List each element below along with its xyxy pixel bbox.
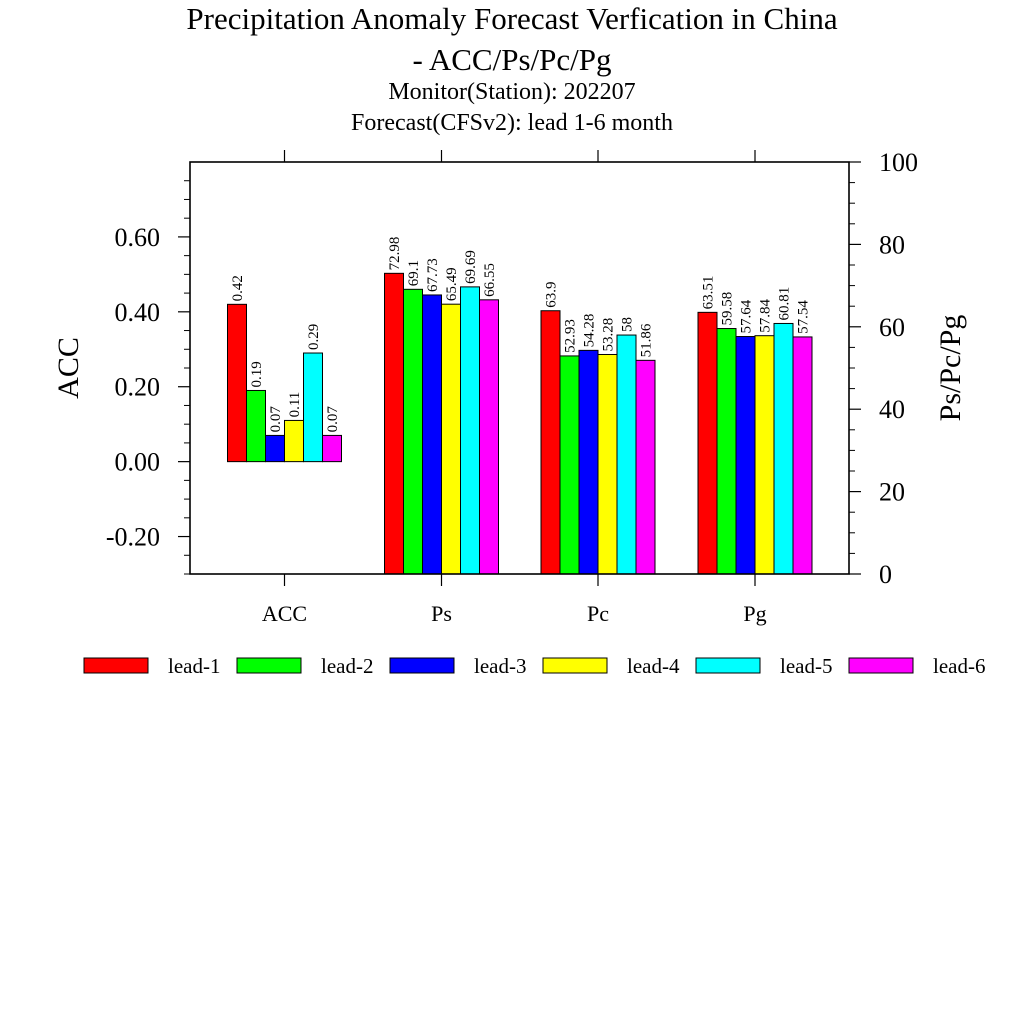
bar-acc-lead-1 (227, 303, 247, 463)
axes-group: -0.20 0.00 0.20 0.40 0.60 0 20 40 60 80 100 ACC Ps Pc… (106, 148, 918, 626)
chart-title-line-2: - ACC/Ps/Pc/Pg (413, 42, 612, 77)
legend-label-lead-3: lead-3 (474, 654, 526, 678)
bar-pc-lead-6 (635, 359, 656, 575)
bar-ps-lead-5 (460, 286, 480, 575)
bar-pg-lead-1 (697, 311, 718, 575)
bar-pc-lead-5 (616, 334, 637, 575)
bar-acc-lead-2 (246, 389, 266, 463)
x-tick-label-acc: ACC (262, 601, 307, 626)
bar-label-ps-lead-2: 69.1 (406, 260, 422, 286)
bar-label-ps-lead-6: 66.55 (482, 263, 498, 297)
left-tick-label: -0.20 (106, 523, 160, 552)
bar-label-ps-lead-1: 72.98 (387, 237, 403, 271)
x-tick-label-pc: Pc (587, 601, 609, 626)
bar-pg-lead-6 (792, 336, 813, 575)
bar-label-acc-lead-4: 0.11 (287, 392, 303, 418)
bar-label-acc-lead-6: 0.07 (325, 406, 341, 433)
bar-label-pc-lead-1: 63.9 (544, 281, 560, 307)
bar-label-acc-lead-3: 0.07 (268, 406, 284, 433)
legend-swatch-lead-1 (83, 657, 149, 674)
legend-label-lead-4: lead-4 (627, 654, 680, 678)
right-tick-label: 20 (879, 478, 905, 507)
x-tick-label-ps: Ps (431, 601, 452, 626)
right-tick-label: 60 (879, 313, 905, 342)
bar-acc-lead-4 (284, 419, 304, 463)
legend-label-lead-1: lead-1 (168, 654, 220, 678)
bar-label-pc-lead-6: 51.86 (639, 323, 655, 357)
bar-label-pc-lead-5: 58 (620, 317, 636, 332)
bar-pc-lead-2 (559, 355, 580, 575)
bar-pc-lead-3 (578, 349, 599, 575)
right-tick-label: 80 (879, 230, 905, 259)
bar-ps-lead-6 (479, 299, 499, 575)
bar-label-pg-lead-1: 63.51 (701, 276, 717, 310)
legend-label-lead-6: lead-6 (933, 654, 985, 678)
bar-label-ps-lead-5: 69.69 (463, 250, 479, 284)
bar-label-pg-lead-4: 57.84 (758, 298, 774, 332)
bar-pc-lead-1 (540, 310, 561, 575)
y-axis-label-right: Ps/Pc/Pg (934, 315, 967, 422)
bar-label-pg-lead-2: 59.58 (720, 292, 736, 326)
left-tick-label: 0.40 (115, 298, 161, 327)
y-axis-label-left: ACC (52, 337, 85, 399)
bar-label-ps-lead-4: 65.49 (444, 267, 460, 301)
bar-label-pc-lead-2: 52.93 (563, 319, 579, 353)
bar-label-acc-lead-2: 0.19 (249, 361, 265, 387)
bar-pg-lead-5 (773, 322, 794, 575)
bar-ps-lead-4 (441, 303, 461, 575)
left-tick-label: 0.60 (115, 223, 161, 252)
bar-label-acc-lead-5: 0.29 (306, 324, 322, 350)
bar-pg-lead-4 (754, 335, 775, 575)
legend-swatch-lead-3 (389, 657, 455, 674)
legend-group: lead-1 lead-2 lead-3 lead-4 lead-5 lead-6 (83, 654, 985, 678)
bar-ps-lead-2 (403, 288, 423, 575)
bar-label-acc-lead-1: 0.42 (230, 275, 246, 301)
bar-label-pg-lead-6: 57.54 (796, 300, 812, 334)
bar-ps-lead-3 (422, 294, 442, 575)
bar-acc-lead-3 (265, 434, 285, 463)
bar-acc-lead-5 (303, 352, 323, 463)
legend-swatch-lead-5 (695, 657, 761, 674)
right-tick-label: 40 (879, 395, 905, 424)
chart-title-line-1: Precipitation Anomaly Forecast Verficati… (186, 1, 837, 36)
left-tick-label: 0.00 (115, 448, 161, 477)
bar-label-pg-lead-5: 60.81 (777, 287, 793, 321)
bar-acc-lead-6 (322, 434, 342, 463)
legend-swatch-lead-6 (848, 657, 914, 674)
bar-pg-lead-2 (716, 328, 737, 575)
legend-label-lead-5: lead-5 (780, 654, 832, 678)
legend-swatch-lead-2 (236, 657, 302, 674)
right-tick-label: 0 (879, 560, 892, 589)
bar-ps-lead-1 (384, 272, 404, 575)
chart-subtitle-line-1: Monitor(Station): 202207 (388, 79, 635, 105)
right-tick-label: 100 (879, 148, 918, 177)
bar-label-ps-lead-3: 67.73 (425, 258, 441, 292)
chart-subtitle-line-2: Forecast(CFSv2): lead 1-6 month (351, 110, 673, 136)
bar-pc-lead-4 (597, 353, 618, 575)
bars-group (227, 272, 813, 575)
legend-label-lead-2: lead-2 (321, 654, 373, 678)
legend-swatch-lead-4 (542, 657, 608, 674)
left-tick-label: 0.20 (115, 373, 161, 402)
bar-label-pc-lead-3: 54.28 (582, 314, 598, 348)
x-tick-label-pg: Pg (743, 601, 766, 626)
bar-label-pg-lead-3: 57.64 (739, 299, 755, 333)
bar-pg-lead-3 (735, 336, 756, 575)
bar-label-pc-lead-4: 53.28 (601, 318, 617, 352)
